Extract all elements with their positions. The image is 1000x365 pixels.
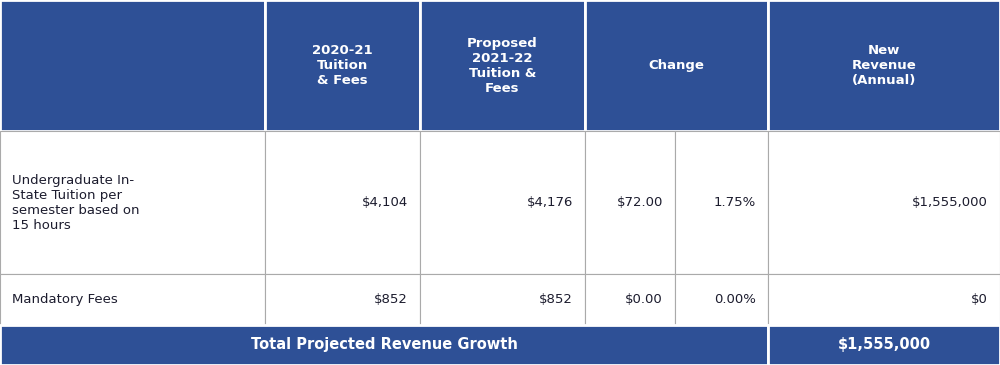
Bar [265,274,420,325]
Text: $852: $852 [374,293,408,306]
Text: Proposed
2021-22
Tuition &
Fees: Proposed 2021-22 Tuition & Fees [467,37,538,95]
Bar [768,131,1000,274]
Text: $852: $852 [539,293,573,306]
Text: 2020-21
Tuition
& Fees: 2020-21 Tuition & Fees [312,44,373,87]
Text: $0.00: $0.00 [625,293,663,306]
Bar [420,274,585,325]
Bar [675,274,768,325]
Bar [0,131,265,274]
Text: $1,555,000: $1,555,000 [837,337,931,353]
Bar [0,274,265,325]
Bar [0,325,768,365]
Bar [0,0,265,131]
Text: Undergraduate In-
State Tuition per
semester based on
15 hours: Undergraduate In- State Tuition per seme… [12,174,140,231]
Text: $1,555,000: $1,555,000 [912,196,988,209]
Bar [265,131,420,274]
Text: $0: $0 [971,293,988,306]
Text: $4,104: $4,104 [362,196,408,209]
Bar [585,0,768,131]
Bar [675,131,768,274]
Text: Mandatory Fees: Mandatory Fees [12,293,118,306]
Bar [768,325,1000,365]
Bar [265,0,420,131]
Text: 1.75%: 1.75% [714,196,756,209]
Bar [585,274,675,325]
Bar [420,0,585,131]
Text: Change: Change [649,59,704,72]
Text: Total Projected Revenue Growth: Total Projected Revenue Growth [251,337,517,353]
Bar [768,274,1000,325]
Text: $72.00: $72.00 [617,196,663,209]
Bar [420,131,585,274]
Bar [768,0,1000,131]
Bar [585,131,675,274]
Text: 0.00%: 0.00% [714,293,756,306]
Text: New
Revenue
(Annual): New Revenue (Annual) [852,44,916,87]
Text: $4,176: $4,176 [527,196,573,209]
